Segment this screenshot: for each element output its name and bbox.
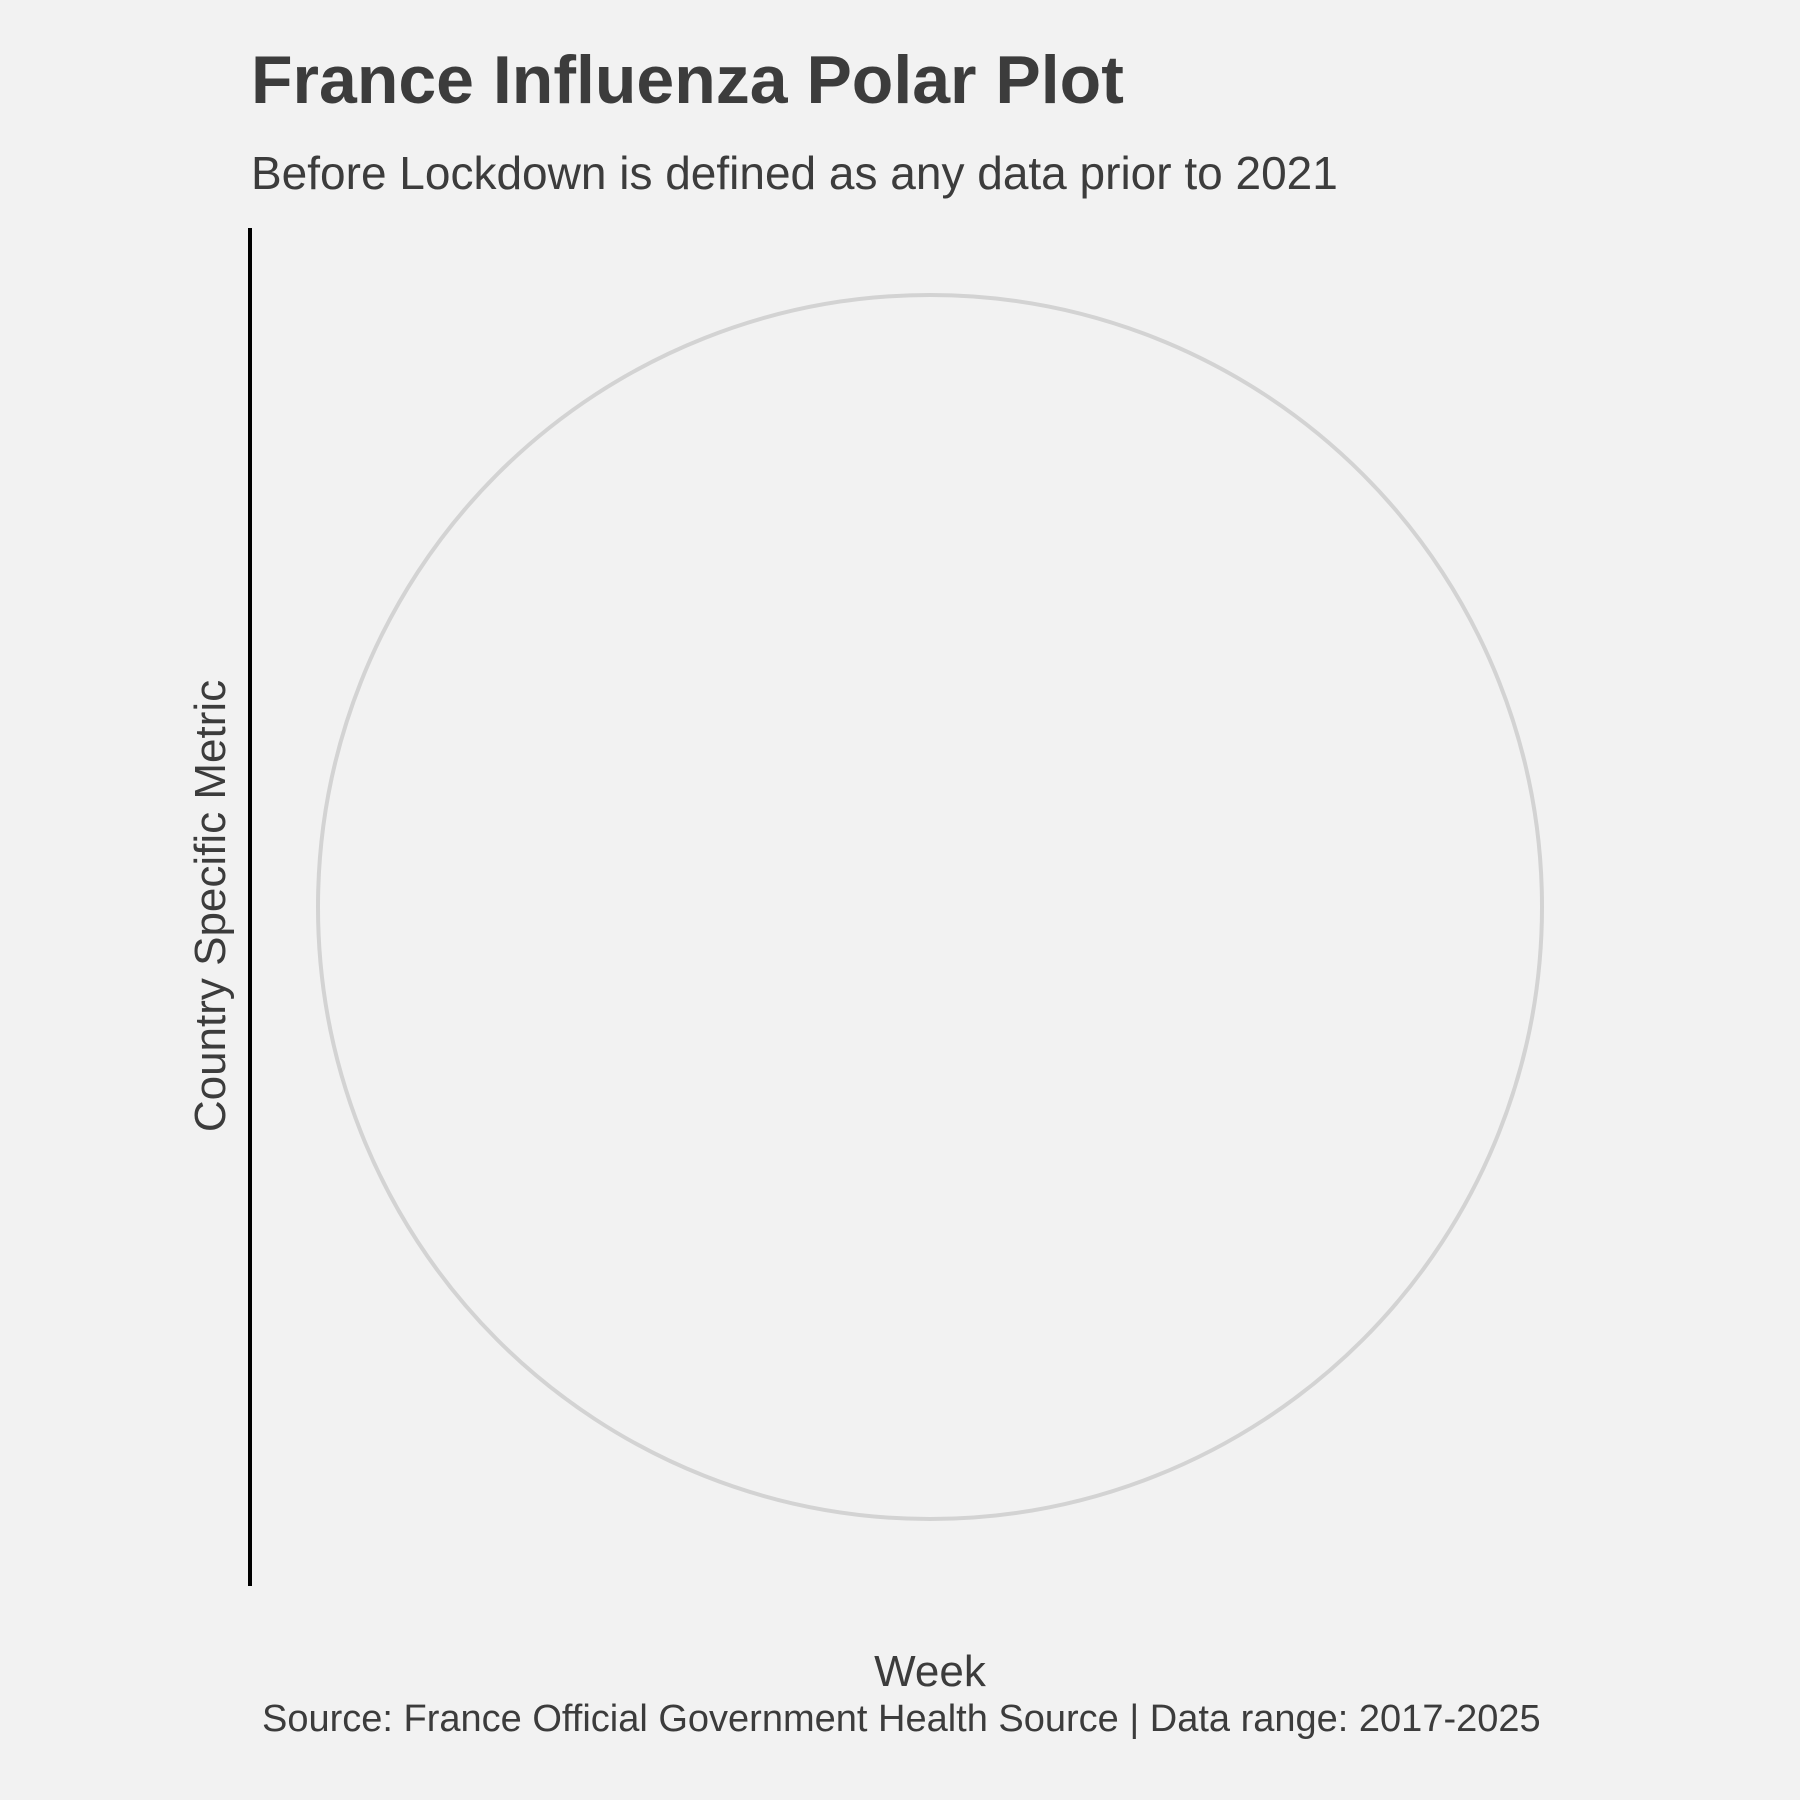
x-axis-label: Week <box>874 1647 986 1696</box>
chart-caption: Source: France Official Government Healt… <box>262 1698 1541 1740</box>
polar-grid-circle <box>316 293 1544 1521</box>
chart-subtitle: Before Lockdown is defined as any data p… <box>251 147 1338 199</box>
y-axis-label: Country Specific Metric <box>186 679 235 1133</box>
chart-title: France Influenza Polar Plot <box>251 42 1124 118</box>
